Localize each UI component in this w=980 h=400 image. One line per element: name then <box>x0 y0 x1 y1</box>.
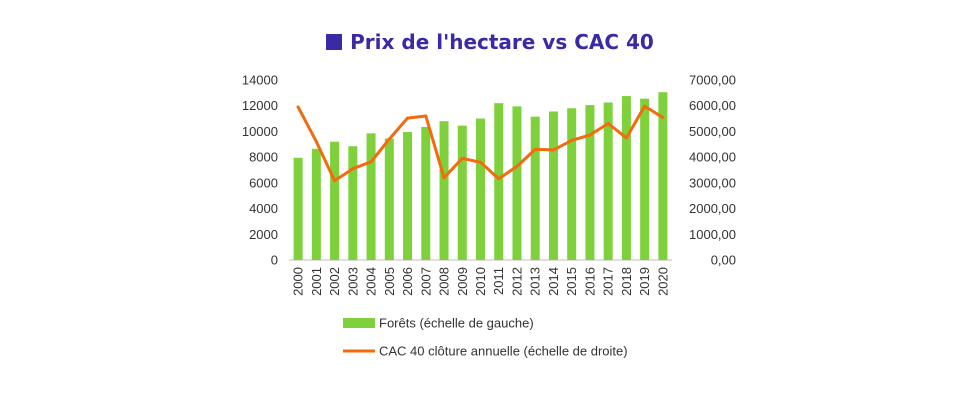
y-left-tick-label: 6000 <box>249 175 278 190</box>
cac40-point <box>460 156 464 160</box>
y-right-tick-label: 1000,00 <box>689 227 736 242</box>
chart-title: Prix de l'hectare vs CAC 40 <box>0 30 980 54</box>
bar <box>330 141 340 260</box>
x-tick-label: 2020 <box>655 267 670 296</box>
y-right-tick-label: 6000,00 <box>689 98 736 113</box>
chart-title-text: Prix de l'hectare vs CAC 40 <box>350 30 654 54</box>
y-right-tick-label: 3000,00 <box>689 175 736 190</box>
bar <box>585 105 595 260</box>
cac40-point <box>588 133 592 137</box>
cac40-point <box>369 160 373 164</box>
bar <box>567 108 577 261</box>
legend-bar-label: Forêts (échelle de gauche) <box>379 316 534 331</box>
bar <box>384 138 394 260</box>
x-tick-label: 2006 <box>400 267 415 296</box>
x-tick-label: 2001 <box>309 267 324 296</box>
x-tick-label: 2002 <box>327 267 342 296</box>
cac40-point <box>570 138 574 142</box>
y-right-tick-label: 7000,00 <box>689 73 736 88</box>
cac40-point <box>606 121 610 125</box>
y-right-tick-label: 2000,00 <box>689 201 736 216</box>
x-tick-label: 2009 <box>455 267 470 296</box>
y-right-tick-label: 5000,00 <box>689 124 736 139</box>
title-square-icon <box>326 34 343 50</box>
cac40-point <box>406 116 410 120</box>
cac40-point <box>533 147 537 151</box>
cac40-point <box>351 167 355 171</box>
x-tick-label: 2013 <box>528 267 543 296</box>
x-tick-label: 2011 <box>491 267 506 295</box>
bar <box>640 98 650 261</box>
cac40-point <box>333 179 337 183</box>
x-tick-label: 2014 <box>546 267 561 296</box>
y-left-tick-label: 12000 <box>242 98 278 113</box>
y-left-tick-label: 8000 <box>249 150 278 165</box>
y-right-tick-label: 0,00 <box>711 253 736 268</box>
x-tick-label: 2007 <box>418 267 433 296</box>
y-left-tick-label: 0 <box>271 253 278 268</box>
bar <box>658 92 668 260</box>
cac40-point <box>643 104 647 108</box>
x-tick-label: 2019 <box>637 267 652 296</box>
cac40-point <box>551 148 555 152</box>
bar <box>348 146 358 260</box>
y-left-tick-label: 2000 <box>249 227 278 242</box>
cac40-point <box>479 160 482 164</box>
bar <box>512 106 522 260</box>
bar <box>603 102 613 260</box>
cac40-point <box>314 140 318 144</box>
x-tick-label: 2000 <box>291 267 306 296</box>
bar <box>403 132 413 260</box>
bar <box>421 126 431 260</box>
bar <box>494 103 504 261</box>
cac40-point <box>296 105 300 109</box>
bar <box>548 111 558 260</box>
cac40-point <box>424 114 428 118</box>
bar <box>311 148 321 260</box>
bar <box>457 125 467 261</box>
x-tick-label: 2003 <box>345 267 360 296</box>
x-tick-label: 2018 <box>619 267 634 296</box>
bar <box>439 121 449 261</box>
cac40-point <box>624 136 628 140</box>
legend-line-label: CAC 40 clôture annuelle (échelle de droi… <box>379 344 628 359</box>
bar <box>293 157 303 260</box>
legend-bar-swatch <box>343 318 375 328</box>
y-right-tick-label: 4000,00 <box>689 150 736 165</box>
x-tick-label: 2015 <box>564 267 579 296</box>
x-tick-label: 2016 <box>582 267 597 296</box>
cac40-point <box>661 116 665 120</box>
bar <box>476 118 485 260</box>
cac40-point <box>442 176 446 180</box>
cac40-point <box>515 164 519 168</box>
x-tick-label: 2012 <box>509 267 524 296</box>
x-tick-label: 2008 <box>437 267 452 296</box>
x-tick-label: 2004 <box>364 267 379 296</box>
cac40-point <box>387 137 391 141</box>
bar <box>530 116 540 261</box>
x-tick-label: 2010 <box>473 267 488 296</box>
y-left-tick-label: 4000 <box>249 201 278 216</box>
bar <box>621 96 631 260</box>
x-tick-label: 2017 <box>601 267 616 296</box>
y-left-tick-label: 14000 <box>242 73 278 88</box>
y-left-tick-label: 10000 <box>242 124 278 139</box>
x-tick-label: 2005 <box>382 267 397 296</box>
cac40-point <box>497 177 501 181</box>
bar <box>366 133 376 260</box>
